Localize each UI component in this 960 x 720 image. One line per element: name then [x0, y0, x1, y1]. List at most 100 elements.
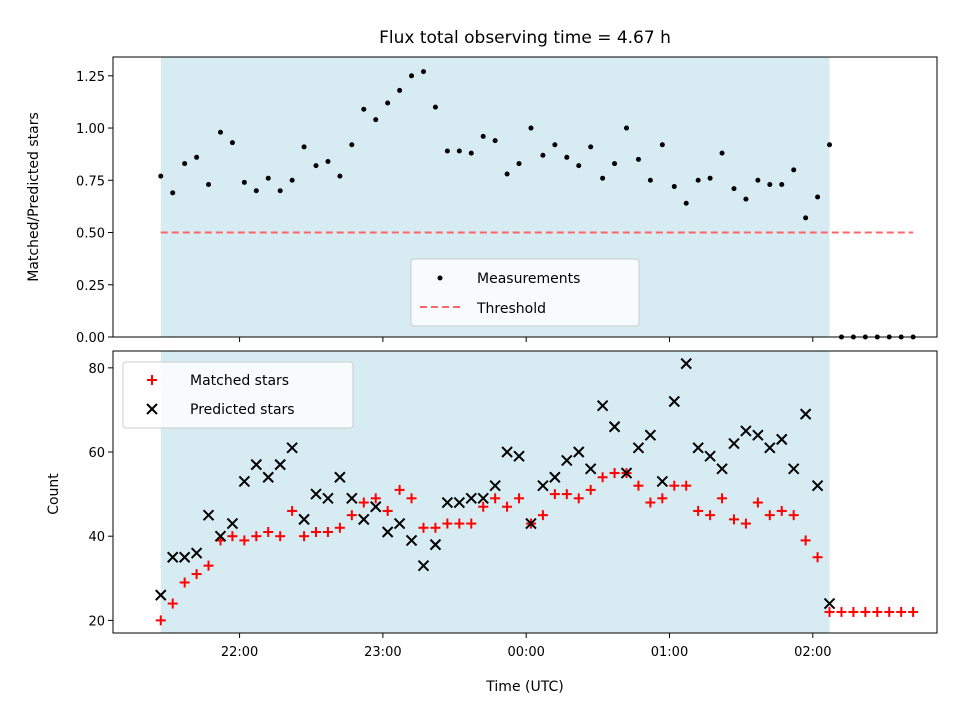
measurement-point	[313, 163, 319, 169]
predicted-star-point	[823, 597, 836, 610]
top-y-axis-label: Matched/Predicted stars	[26, 112, 42, 282]
matched-star-point	[490, 493, 501, 504]
measurement-point	[635, 156, 641, 162]
measurement-point	[182, 161, 188, 167]
measurement-point	[217, 129, 223, 135]
measurement-point	[576, 163, 582, 169]
matched-star-point	[800, 535, 811, 546]
matched-star-point	[382, 505, 393, 516]
matched-star-point	[537, 510, 548, 521]
top-y-tick-label: 0.00	[76, 331, 105, 346]
matched-star-point	[263, 526, 274, 537]
predicted-star-point	[310, 488, 322, 500]
measurement-point	[528, 125, 534, 131]
top-y-tick-label: 0.50	[76, 227, 105, 242]
measurement-point	[719, 150, 725, 156]
measurement-point	[373, 117, 379, 123]
matched-star-point	[549, 489, 560, 500]
matched-star-point	[334, 522, 345, 533]
measurement-point	[755, 177, 761, 183]
legend-predicted-stars: Predicted stars	[190, 402, 295, 418]
bottom-y-tick-label: 80	[88, 362, 105, 377]
bottom-y-tick-label: 60	[88, 446, 105, 461]
matched-star-point	[251, 531, 262, 542]
measurement-point	[253, 188, 259, 194]
matched-star-point	[179, 577, 190, 588]
matched-star-point	[788, 510, 799, 521]
measurement-point	[361, 106, 367, 112]
predicted-star-point	[155, 589, 167, 601]
predicted-star-point	[441, 496, 454, 509]
predicted-star-point	[465, 492, 477, 505]
measurement-point	[468, 150, 474, 156]
x-axis-label: Time (UTC)	[485, 679, 563, 695]
measurement-point	[277, 188, 283, 194]
measurement-point	[767, 181, 773, 187]
legend-threshold: Threshold	[476, 301, 546, 317]
predicted-star-point	[704, 450, 716, 462]
matched-star-point	[693, 505, 704, 516]
matched-star-point	[908, 606, 919, 617]
measurement-point	[158, 173, 164, 179]
predicted-star-point	[477, 492, 489, 505]
matched-star-point	[717, 493, 728, 504]
matched-star-point	[358, 497, 369, 508]
measurement-point	[564, 154, 570, 160]
predicted-star-point	[202, 509, 215, 521]
measurement-point	[779, 181, 785, 187]
measurement-point	[194, 154, 200, 160]
predicted-star-point	[346, 492, 358, 505]
measurement-point	[397, 87, 403, 93]
measurement-point	[671, 184, 677, 190]
predicted-star-point	[334, 471, 346, 483]
top-y-tick-label: 1.25	[76, 70, 105, 85]
matched-star-point	[764, 510, 775, 521]
measurement-point	[444, 148, 450, 154]
measurements-legend-marker	[437, 275, 443, 281]
matched-star-point	[430, 522, 441, 533]
matched-star-point	[776, 505, 787, 516]
predicted-star-point	[381, 526, 394, 538]
measurement-point	[815, 194, 821, 200]
predicted-star-point	[453, 496, 466, 509]
predicted-star-point	[178, 551, 191, 563]
matched-star-point	[191, 569, 202, 580]
predicted-star-point	[358, 513, 370, 526]
matched-star-point	[669, 480, 680, 491]
measurement-point	[492, 138, 498, 144]
matched-star-point	[645, 497, 656, 508]
predicted-star-point	[740, 425, 752, 437]
matched-star-point	[812, 552, 823, 563]
matched-star-point	[884, 606, 895, 617]
predicted-star-point	[537, 479, 549, 492]
chart-title: Flux total observing time = 4.67 h	[379, 28, 671, 48]
bottom-y-axis-label: Count	[46, 473, 62, 515]
x-tick-label: 02:00	[794, 645, 831, 660]
measurement-point	[301, 144, 307, 150]
matched-star-point	[478, 501, 489, 512]
predicted-star-point	[716, 463, 728, 475]
predicted-star-point	[370, 501, 382, 513]
predicted-star-point	[525, 517, 537, 530]
predicted-star-point	[429, 538, 442, 551]
predicted-star-point	[549, 471, 561, 483]
matched-star-point	[860, 606, 871, 617]
predicted-star-point	[752, 429, 764, 441]
measurement-point	[791, 167, 797, 173]
predicted-star-point	[584, 463, 597, 475]
predicted-star-point	[632, 442, 645, 454]
top-y-tick-label: 0.25	[76, 279, 105, 294]
measurement-point	[695, 177, 701, 183]
x-tick-label: 01:00	[651, 645, 688, 660]
predicted-star-point	[226, 517, 239, 530]
top-panel: 0.00 0.25 0.50 0.75 1.00 1.25 Flux total obse…	[26, 28, 938, 346]
legend-measurements: Measurements	[477, 271, 580, 287]
bottom-panel: 20 40 60 80 22:00 23:00 00:00 01:00 02:00 Time …	[46, 350, 938, 695]
measurement-point	[624, 125, 630, 131]
predicted-star-point	[286, 442, 298, 454]
matched-star-point	[573, 493, 584, 504]
predicted-star-point	[680, 357, 692, 370]
matched-star-point	[824, 606, 835, 617]
bottom-legend: Matched stars Predicted stars	[122, 361, 354, 429]
